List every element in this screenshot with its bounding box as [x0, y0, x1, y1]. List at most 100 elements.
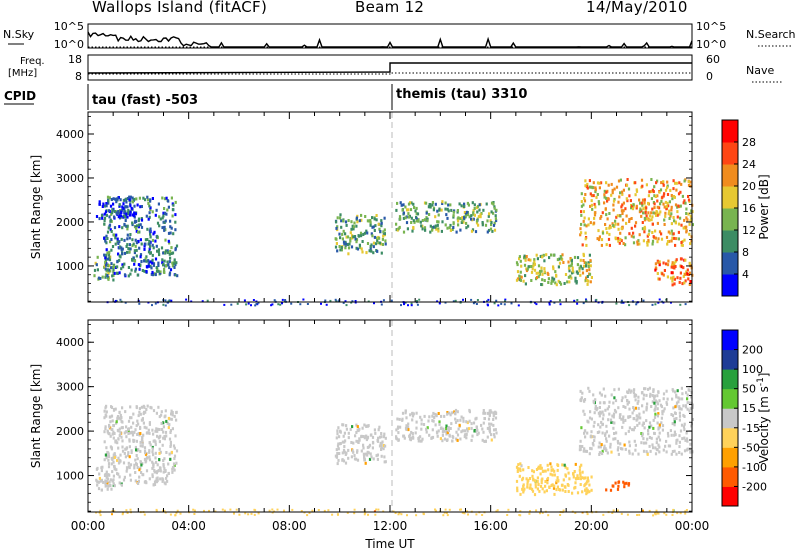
- echo-cell: [414, 209, 417, 213]
- echo-cell: [656, 407, 659, 411]
- echo-cell: [103, 236, 106, 240]
- echo-cell: [460, 204, 463, 208]
- echo-cell: [681, 392, 684, 396]
- echo-cell: [486, 300, 488, 303]
- echo-cell: [109, 445, 112, 449]
- echo-cell: [600, 243, 603, 247]
- echo-cell: [114, 439, 118, 443]
- echo-cell: [646, 452, 649, 456]
- echo-cell: [109, 218, 112, 222]
- echo-cell: [674, 433, 677, 437]
- echo-cell: [599, 425, 602, 429]
- echo-cell: [598, 235, 601, 239]
- echo-cell: [518, 474, 521, 478]
- echo-cell: [530, 265, 533, 268]
- echo-cell: [171, 427, 174, 431]
- echo-cell: [691, 405, 694, 409]
- echo-cell: [427, 419, 430, 423]
- echo-cell: [121, 445, 124, 449]
- echo-cell: [103, 219, 106, 222]
- echo-cell: [350, 301, 353, 304]
- echo-cell: [407, 304, 409, 307]
- echo-cell: [613, 421, 616, 425]
- echo-cell: [666, 240, 670, 243]
- echo-cell: [169, 268, 173, 272]
- echo-cell: [96, 466, 99, 470]
- echo-cell: [350, 455, 353, 459]
- echo-cell: [465, 432, 468, 436]
- echo-cell: [429, 205, 432, 209]
- echo-cell: [162, 251, 165, 255]
- echo-cell: [338, 442, 341, 446]
- echo-cell: [374, 242, 378, 246]
- echo-cell: [159, 469, 162, 473]
- echo-cell: [666, 275, 669, 279]
- echo-cell: [445, 213, 448, 217]
- echo-cell: [175, 449, 179, 453]
- echo-cell: [678, 405, 681, 409]
- echo-cell: [111, 432, 114, 436]
- echo-cell: [155, 471, 158, 475]
- echo-cell: [658, 425, 662, 429]
- echo-cell: [381, 243, 384, 246]
- echo-cell: [559, 282, 563, 286]
- echo-cell: [145, 408, 148, 411]
- echo-cell: [658, 298, 661, 301]
- echo-cell: [345, 427, 348, 431]
- echo-cell: [548, 303, 551, 306]
- echo-cell: [581, 490, 584, 494]
- echo-cell: [658, 438, 662, 442]
- echo-cell: [535, 509, 538, 512]
- echo-cell: [654, 236, 657, 240]
- echo-cell: [409, 413, 412, 417]
- echo-cell: [412, 226, 415, 229]
- echo-cell: [635, 303, 638, 306]
- echo-cell: [680, 241, 683, 244]
- echo-cell: [139, 425, 142, 429]
- echo-cell: [622, 209, 625, 213]
- echo-cell: [335, 300, 338, 303]
- echo-cell: [651, 242, 654, 246]
- echo-cell: [673, 219, 676, 223]
- echo-cell: [516, 470, 519, 473]
- colorbar-cell: [722, 369, 738, 390]
- echo-cell: [125, 446, 129, 450]
- echo-cell: [620, 205, 623, 209]
- echo-cell: [108, 215, 111, 219]
- echo-cell: [171, 413, 174, 417]
- echo-cell: [139, 460, 142, 464]
- echo-cell: [585, 224, 588, 228]
- echo-cell: [107, 226, 110, 230]
- echo-cell: [656, 194, 659, 198]
- echo-cell: [121, 406, 124, 410]
- echo-cell: [645, 214, 648, 218]
- echo-cell: [115, 212, 119, 215]
- echo-cell: [111, 208, 114, 212]
- echo-cell: [138, 246, 141, 250]
- echo-cell: [582, 219, 585, 223]
- echo-cell: [642, 410, 645, 414]
- echo-cell: [516, 270, 520, 274]
- echo-cell: [678, 434, 681, 438]
- echo-cell: [126, 250, 129, 254]
- echo-cell: [651, 215, 654, 219]
- echo-cell: [109, 240, 112, 244]
- echo-cell: [104, 256, 107, 260]
- echo-cell: [121, 252, 124, 256]
- echo-cell: [158, 215, 161, 219]
- echo-cell: [436, 300, 439, 303]
- echo-cell: [123, 238, 126, 242]
- echo-cell: [170, 450, 173, 454]
- echo-cell: [589, 192, 592, 196]
- echo-cell: [437, 227, 440, 231]
- echo-cell: [167, 205, 170, 209]
- echo-cell: [592, 435, 595, 439]
- echo-cell: [98, 202, 101, 206]
- echo-cell: [617, 227, 620, 231]
- echo-cell: [133, 262, 136, 266]
- echo-cell: [104, 239, 107, 243]
- echo-cell: [643, 225, 646, 229]
- echo-cell: [486, 435, 489, 439]
- cpid-label: CPID: [4, 89, 36, 103]
- echo-cell: [148, 477, 151, 481]
